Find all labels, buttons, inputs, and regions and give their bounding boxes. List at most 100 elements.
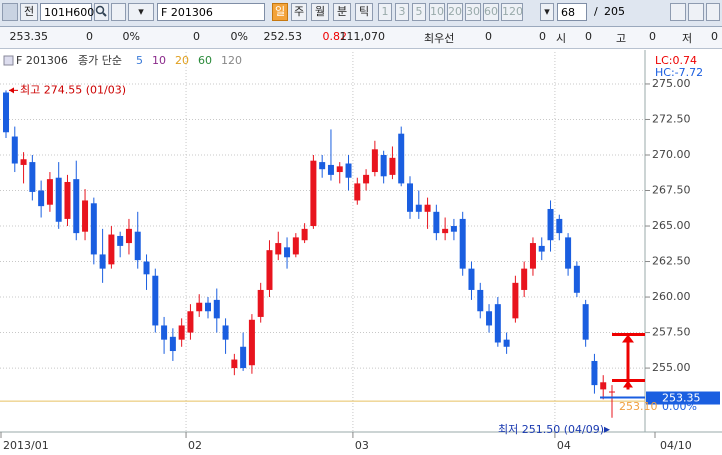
candle-body [275, 243, 282, 255]
y-tick-label: 257.50 [652, 326, 691, 339]
candle-body [213, 299, 220, 319]
candle-body [424, 204, 431, 212]
period-button[interactable]: 10 [429, 3, 445, 21]
info-value: 0 [193, 30, 200, 43]
legend-ma-period: 120 [221, 54, 242, 67]
chart-title: F 201306 [16, 54, 68, 67]
x-tick-label: 03 [355, 439, 369, 452]
base-pct-label: 0.00% [662, 400, 697, 413]
candle-body [398, 133, 405, 184]
count-input[interactable]: 68 [557, 3, 587, 21]
candle-body [319, 162, 326, 170]
tool-button[interactable] [706, 3, 720, 21]
period-button[interactable]: 틱 [355, 3, 373, 21]
candle-body [521, 268, 528, 290]
candle-body [301, 228, 308, 241]
candle-body [547, 208, 554, 241]
info-value: 고 [616, 32, 627, 45]
y-tick-label: 260.00 [652, 290, 691, 303]
candle-body [459, 218, 466, 269]
period-button[interactable]: 주 [291, 3, 307, 21]
candle-body [187, 311, 194, 333]
base-price-label: 253.10 [619, 400, 658, 413]
info-value: 0.82 [322, 30, 348, 43]
tab-button[interactable]: 전 [20, 3, 38, 21]
x-end-label: 04/10 [660, 439, 692, 452]
last-price-box [646, 391, 720, 405]
candle-body [292, 237, 299, 255]
search-button[interactable] [94, 3, 109, 21]
legend-ma-period: 60 [198, 54, 212, 67]
chart: F 201306 종가 단순 5 10 20 60 120 275.00 272.50 270… [0, 50, 722, 455]
candle-body [538, 245, 545, 252]
candle-body [55, 177, 62, 222]
candle-body [29, 162, 36, 192]
menu-icon[interactable] [2, 3, 18, 21]
candle-body [407, 183, 413, 212]
candle-body [222, 325, 229, 340]
candle-body [134, 231, 141, 261]
tool-button[interactable] [670, 3, 686, 21]
candle-body [169, 336, 176, 352]
info-value: 0 [585, 30, 592, 43]
type-dropdown[interactable]: ▾ [128, 3, 154, 21]
range-arrow-head [622, 334, 634, 343]
candle-body [512, 282, 519, 319]
candle-body [73, 179, 80, 234]
candle-body [38, 190, 45, 207]
candle-body [573, 265, 580, 293]
candle-body [266, 250, 273, 290]
candle-body [336, 166, 343, 173]
candle-body [591, 360, 598, 386]
candle-body [46, 179, 53, 205]
candle-body [143, 261, 150, 275]
info-value: 0 [485, 30, 492, 43]
candle-body [196, 302, 203, 312]
candle-body [556, 218, 563, 234]
period-button[interactable]: 3 [395, 3, 409, 21]
code-input[interactable]: 101H6000 [40, 3, 101, 21]
toolbar: 전 101H6000 ▾ F 201306 일 주 월 분 틱 1 3 5 10 20 30 60 12… [0, 0, 722, 27]
chart-subtitle: 종가 단순 [78, 54, 122, 67]
legend-icon [3, 55, 14, 66]
candle-body [152, 275, 159, 326]
search-icon [95, 5, 107, 17]
candle-body [117, 235, 124, 246]
period-dropdown[interactable]: ▾ [540, 3, 554, 21]
candle-body [3, 92, 9, 133]
period-button[interactable]: 일 [272, 3, 288, 21]
period-button[interactable]: 분 [333, 3, 351, 21]
name-input[interactable]: F 201306 [157, 3, 265, 21]
candle-body [178, 325, 185, 340]
candle-body [363, 174, 370, 184]
tool-button[interactable] [688, 3, 704, 21]
candle-body [205, 302, 211, 312]
candle-body [20, 159, 27, 165]
period-button[interactable]: 1 [378, 3, 392, 21]
candle-body [11, 136, 18, 164]
lc-label: LC:0.74 [655, 54, 697, 67]
period-button[interactable]: 20 [447, 3, 463, 21]
period-button[interactable]: 30 [465, 3, 481, 21]
candle-body [389, 157, 396, 175]
info-value: 0 [539, 30, 546, 43]
high-arrow-head [9, 87, 14, 94]
candle-body [108, 234, 115, 265]
period-button[interactable]: 월 [311, 3, 329, 21]
info-value: 0% [122, 30, 140, 43]
last-price-label: 253.35 [662, 392, 701, 405]
candle-body [125, 228, 132, 244]
info-value: 0 [86, 30, 93, 43]
y-tick-label: 275.00 [652, 77, 691, 90]
legend-ma-period: 10 [152, 54, 166, 67]
list-button[interactable] [111, 3, 126, 21]
period-button[interactable]: 120 [501, 3, 523, 21]
period-button[interactable]: 5 [412, 3, 426, 21]
period-button[interactable]: 60 [483, 3, 499, 21]
candle-body [609, 391, 615, 393]
candle-body [345, 163, 352, 178]
x-tick-label: 2013/01 [3, 439, 49, 452]
candle-body [468, 268, 475, 290]
info-value: 시 [556, 32, 567, 45]
